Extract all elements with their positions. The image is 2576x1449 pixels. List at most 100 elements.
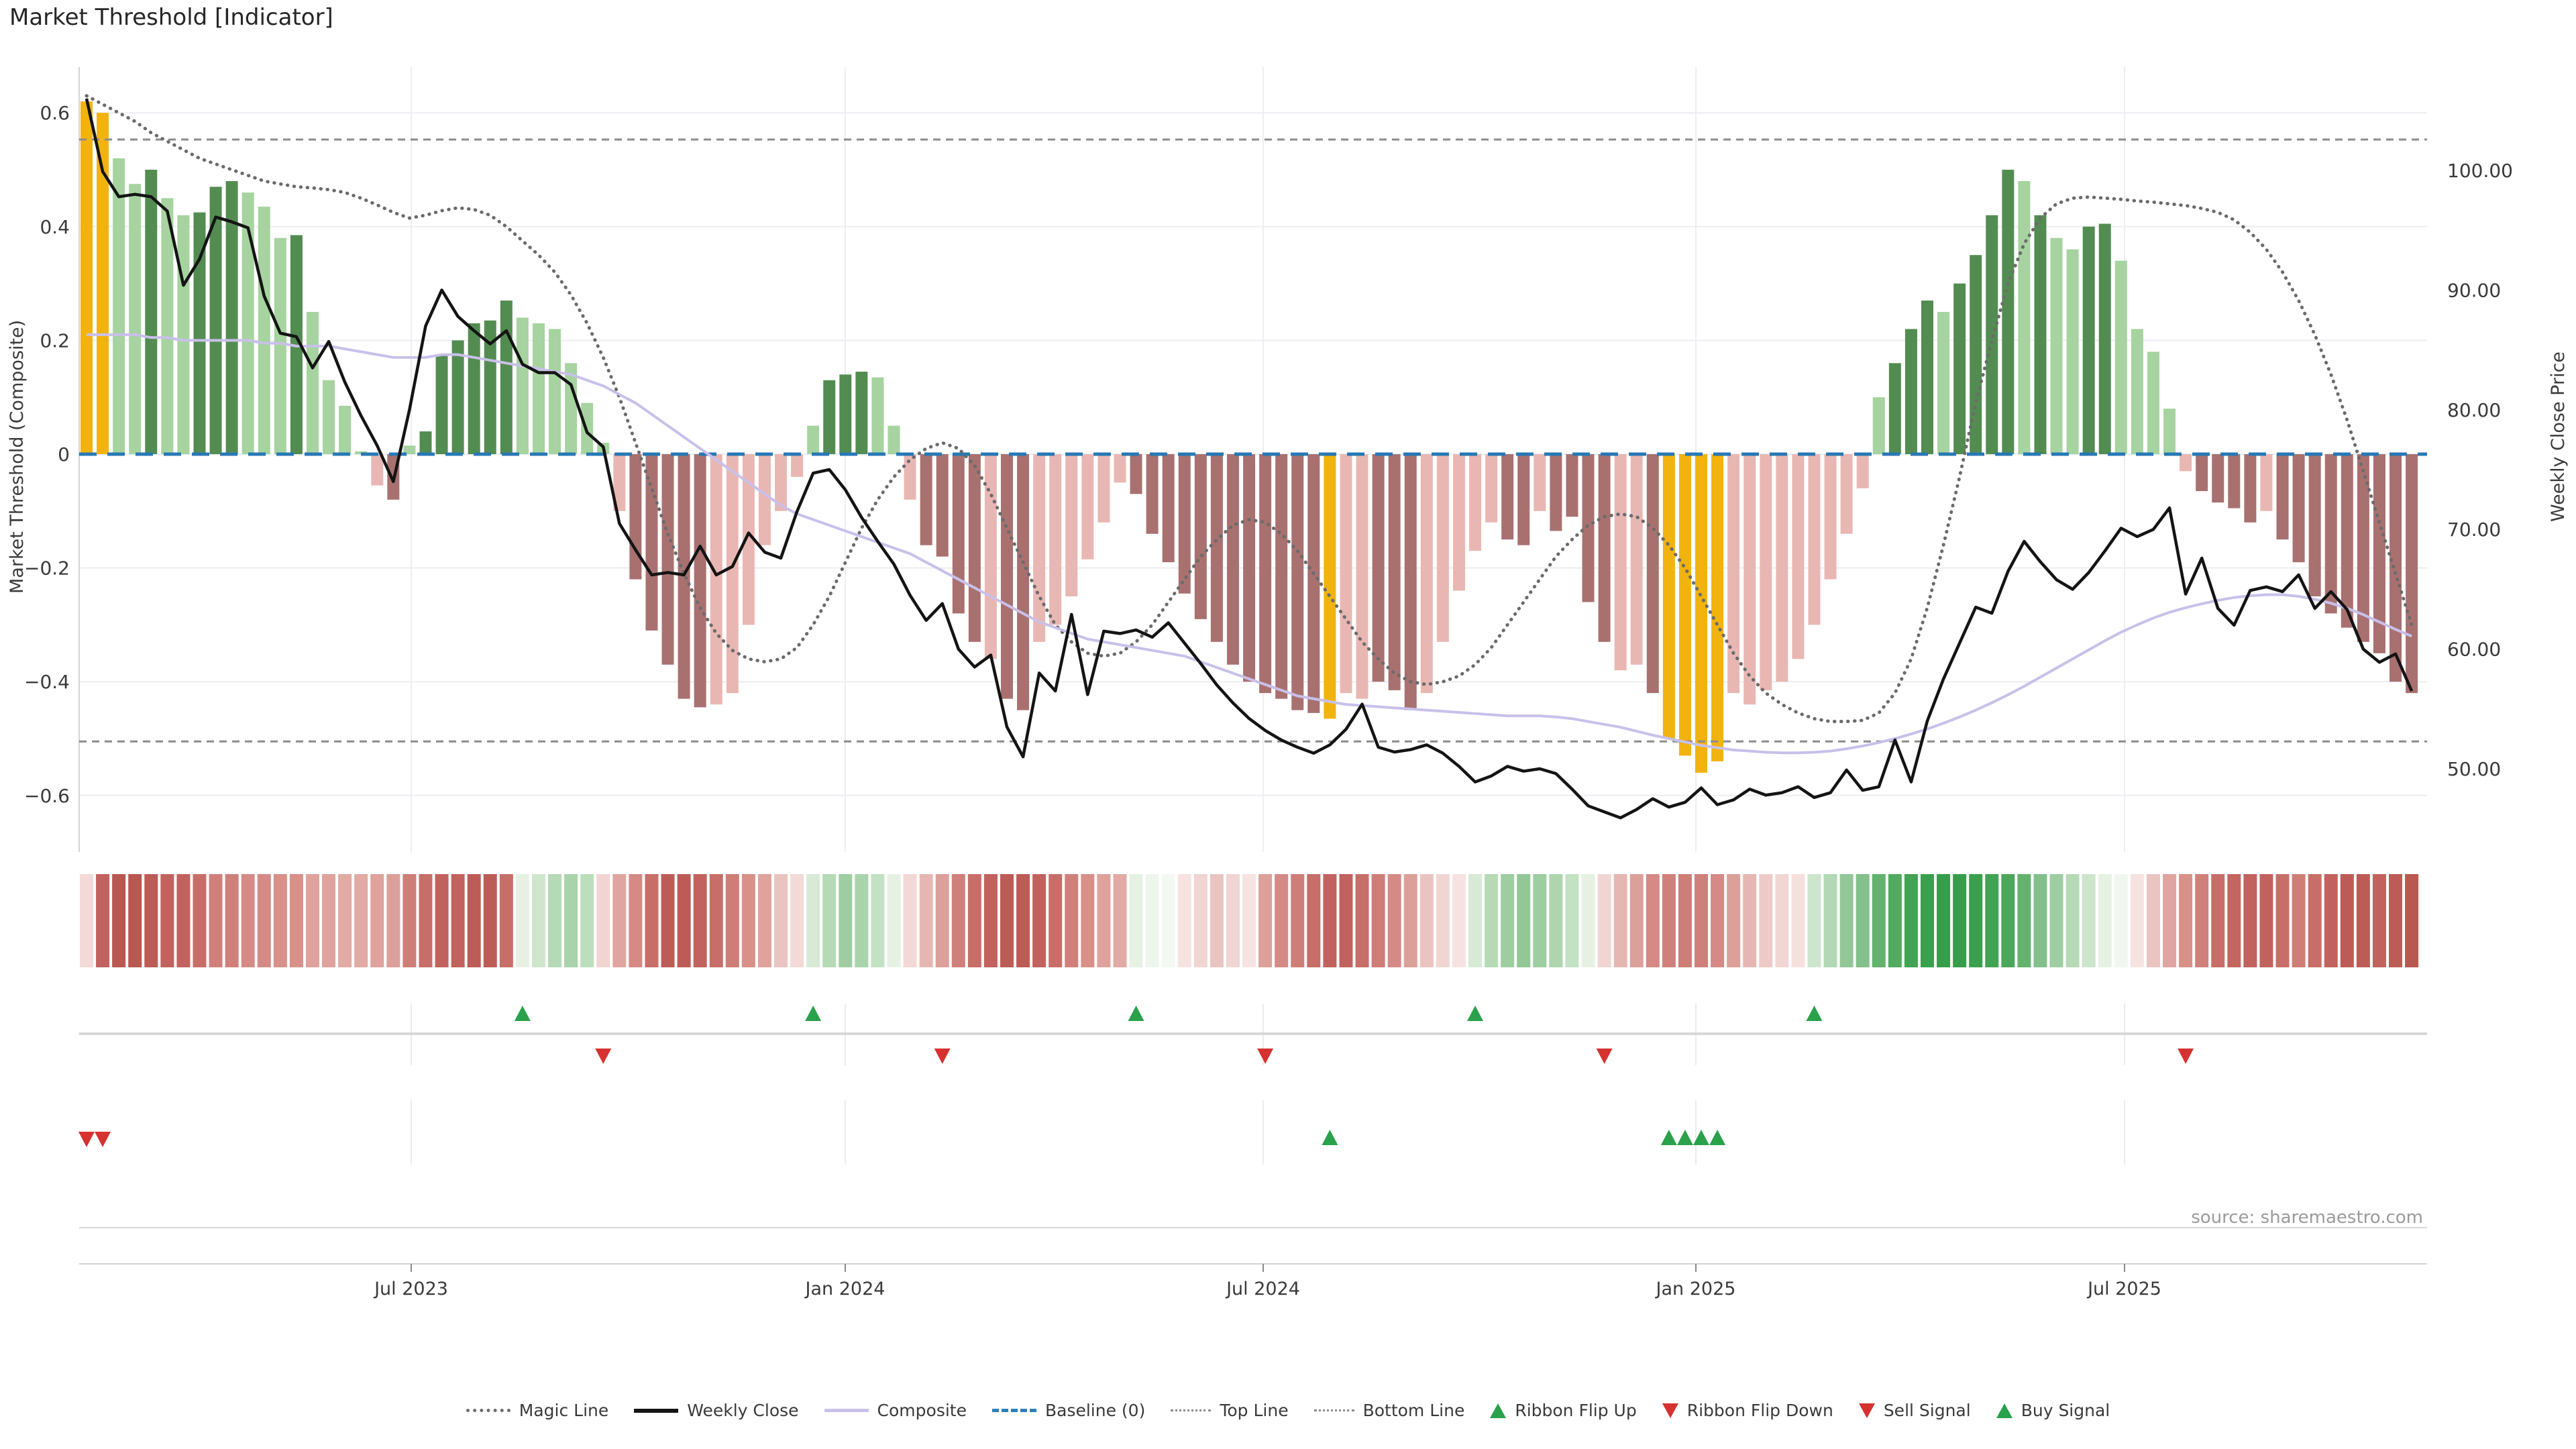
ribbon-cell [693, 874, 707, 967]
threshold-bar [1065, 454, 1078, 596]
legend-label: Ribbon Flip Up [1515, 1401, 1637, 1420]
ribbon-cell [741, 874, 755, 967]
threshold-bar [2018, 180, 2031, 454]
ribbon-cell [1872, 874, 1886, 967]
threshold-bar [2163, 409, 2176, 454]
threshold-bar [2292, 454, 2305, 563]
threshold-bar [468, 323, 480, 454]
ribbon-cell [273, 874, 287, 967]
threshold-bar [791, 454, 804, 477]
ribbon-cell [1953, 874, 1967, 967]
ribbon-cell [1517, 874, 1531, 967]
threshold-bar [1776, 454, 1788, 682]
ribbon-cell [112, 874, 126, 967]
left-tick-label: −0.6 [24, 785, 70, 807]
ribbon-cell [1065, 874, 1079, 967]
threshold-bar [1388, 454, 1401, 690]
ribbon-cell [1452, 874, 1466, 967]
ribbon-flip-up-marker [1467, 1006, 1484, 1021]
ribbon-cell [96, 874, 110, 967]
right-tick-label: 70.00 [2447, 519, 2501, 541]
x-tick-label: Jul 2023 [373, 1279, 448, 1299]
ribbon-cell [2001, 874, 2015, 967]
ribbon-cell [2389, 874, 2403, 967]
threshold-bar [1324, 454, 1336, 719]
threshold-bar [936, 454, 949, 557]
ribbon-cell [1403, 874, 1417, 967]
ribbon-cell [1613, 874, 1627, 967]
legend-item-bottom-line: Bottom Line [1313, 1401, 1465, 1420]
line-swatch-icon [466, 1409, 511, 1412]
threshold-bar [1097, 454, 1110, 523]
threshold-bar [113, 158, 125, 455]
threshold-bar [839, 374, 852, 454]
ribbon-cell [1468, 874, 1483, 967]
ribbon-cell [1888, 874, 1902, 967]
threshold-bar [339, 405, 352, 454]
threshold-bar [1808, 454, 1821, 625]
threshold-bar [1953, 283, 1966, 454]
ribbon-cell [580, 874, 594, 967]
threshold-bar [1921, 301, 1933, 454]
threshold-bar [435, 354, 448, 454]
threshold-bar [2324, 454, 2337, 614]
right-tick-label: 90.00 [2447, 279, 2501, 301]
threshold-bar [1550, 454, 1562, 531]
threshold-bar [1404, 454, 1417, 710]
threshold-bar [613, 454, 626, 511]
threshold-bar [1049, 454, 1062, 625]
threshold-bar [855, 372, 868, 454]
ribbon-cell [1597, 874, 1611, 967]
ribbon-cell [289, 874, 303, 967]
ribbon-cell [1727, 874, 1741, 967]
threshold-bar [1517, 454, 1530, 545]
threshold-bar [1727, 454, 1740, 694]
right-axis-title: Weekly Close Price [2548, 351, 2569, 522]
ribbon-cell [322, 874, 336, 967]
ribbon-cell [80, 874, 93, 967]
threshold-bar [1937, 312, 1950, 454]
threshold-bar [645, 454, 658, 631]
ribbon-cell [2227, 874, 2241, 967]
ribbon-cell [2033, 874, 2047, 967]
legend-item-buy-signal: Buy Signal [1996, 1401, 2110, 1420]
ribbon-cell [2017, 874, 2031, 967]
threshold-bar [274, 237, 286, 454]
ribbon-cell [2146, 874, 2160, 967]
threshold-bar [1662, 454, 1675, 739]
left-axis-title: Market Threshold (Composite) [7, 319, 28, 594]
ribbon-cell [2275, 874, 2290, 967]
line-swatch-icon [991, 1409, 1036, 1412]
ribbon-cell [1985, 874, 1999, 967]
legend-label: Weekly Close [687, 1401, 799, 1420]
legend-item-magic-line: Magic Line [466, 1401, 608, 1420]
threshold-bar [2373, 454, 2385, 653]
ribbon-cell [935, 874, 949, 967]
threshold-bar [129, 184, 142, 454]
ribbon-cell [871, 874, 885, 967]
legend-item-ribbon-flip-down: Ribbon Flip Down [1662, 1401, 1833, 1420]
threshold-bar [1970, 255, 1982, 454]
threshold-bar [1678, 454, 1691, 756]
legend-label: Bottom Line [1362, 1401, 1465, 1420]
ribbon-cell [661, 874, 675, 967]
threshold-bar [161, 198, 174, 454]
ribbon-flip-down-marker [2178, 1049, 2194, 1064]
threshold-bar [726, 454, 739, 694]
ribbon-cell [1000, 874, 1014, 967]
threshold-bar [2260, 454, 2273, 511]
threshold-bar [1178, 454, 1191, 594]
threshold-bar [371, 454, 384, 486]
legend-label: Top Line [1220, 1401, 1289, 1420]
threshold-bar [1872, 397, 1885, 454]
ribbon-cell [2114, 874, 2128, 967]
ribbon-cell [2324, 874, 2338, 967]
left-tick-label: 0.2 [40, 329, 70, 352]
threshold-bar [1856, 454, 1869, 488]
threshold-bar [209, 186, 222, 454]
ribbon-cell [2259, 874, 2273, 967]
threshold-bar [2114, 260, 2127, 454]
threshold-bar [823, 380, 836, 454]
buy-signal-marker [1693, 1130, 1709, 1145]
